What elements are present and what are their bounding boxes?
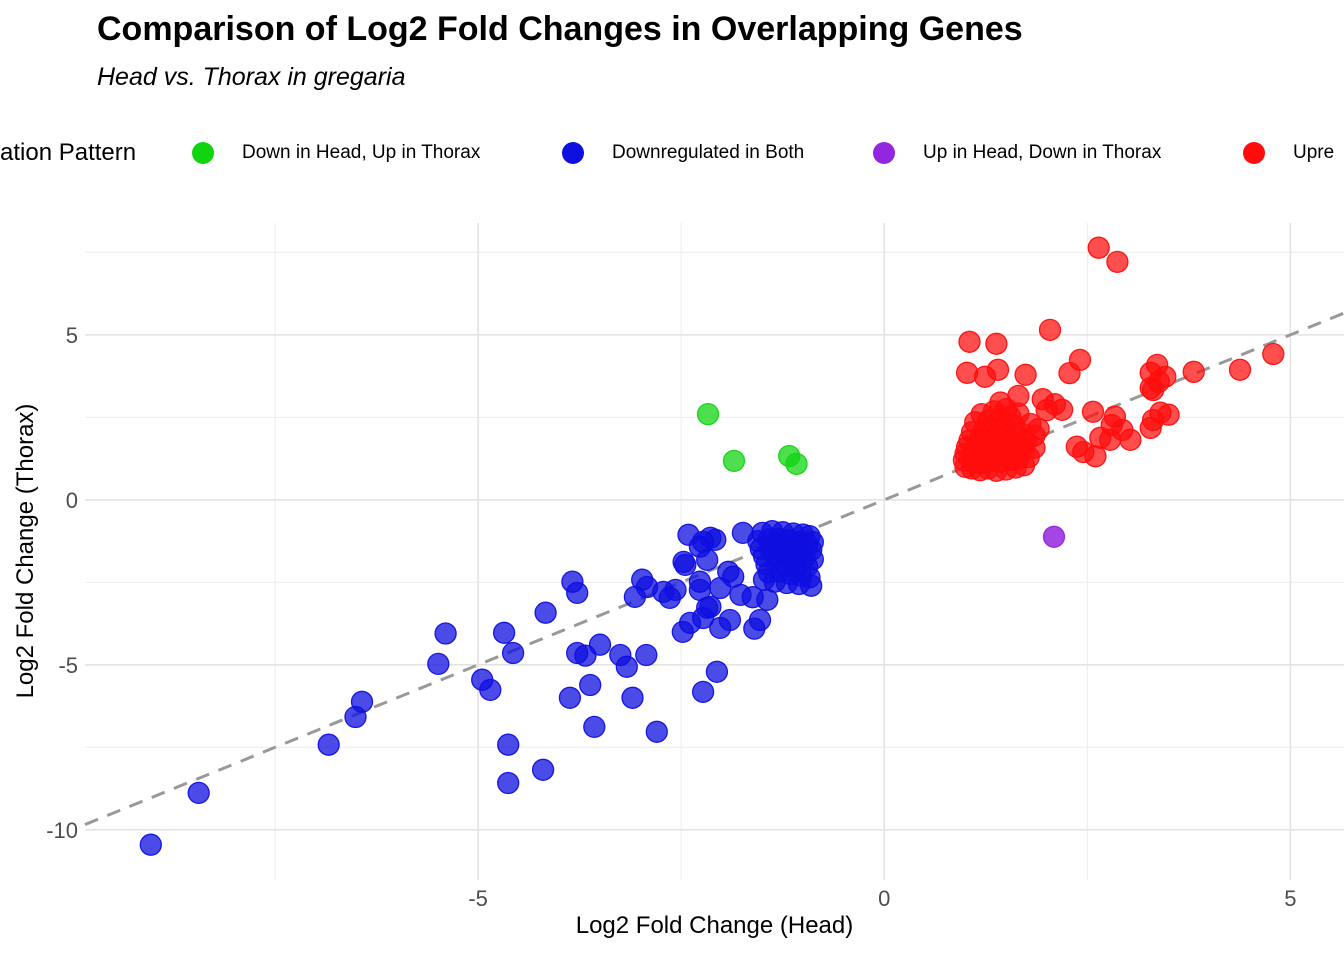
data-point: [985, 332, 1008, 355]
y-tick-label: -5: [58, 653, 78, 678]
data-point: [1228, 358, 1252, 381]
x-tick-label: -5: [468, 886, 488, 911]
data-point: [1141, 378, 1165, 402]
data-point: [748, 608, 772, 632]
data-point: [492, 621, 516, 644]
data-point: [1023, 424, 1046, 447]
legend-item-label: Downregulated in Both: [612, 142, 805, 163]
data-point: [1119, 428, 1142, 451]
data-point: [696, 548, 719, 572]
data-point: [615, 655, 638, 678]
legend: ation Pattern Down in Head, Up in Thorax…: [0, 133, 1344, 173]
data-point: [800, 574, 823, 597]
data-point: [501, 641, 525, 665]
data-point: [1084, 445, 1107, 468]
legend-item-up-head-down-thorax: Up in Head, Down in Thorax: [873, 133, 1161, 173]
data-point: [583, 715, 606, 739]
chart-subtitle: Head vs. Thorax in gregaria: [97, 63, 406, 91]
series-red: [952, 236, 1285, 482]
identity-dashed-line: [84, 311, 1344, 826]
data-point: [1098, 428, 1122, 451]
data-point: [566, 581, 589, 605]
series-blue: [139, 520, 824, 856]
data-point: [704, 528, 727, 551]
data-point: [1139, 416, 1162, 440]
data-point: [1081, 400, 1105, 423]
data-point: [1042, 525, 1066, 548]
data-point: [497, 771, 520, 795]
chart-title: Comparison of Log2 Fold Changes in Overl…: [97, 10, 1023, 48]
data-point: [705, 660, 729, 683]
blue-dot-icon: [562, 142, 584, 164]
data-point: [579, 673, 602, 697]
data-point: [691, 606, 715, 630]
data-point: [531, 758, 555, 781]
green-dot-icon: [192, 142, 214, 164]
legend-item-label: Down in Head, Up in Thorax: [242, 142, 481, 163]
data-point: [635, 643, 658, 667]
data-point: [1087, 236, 1110, 259]
data-point: [691, 680, 715, 704]
data-point: [434, 622, 457, 645]
data-point: [986, 358, 1010, 381]
data-point: [1014, 363, 1037, 386]
data-point: [658, 586, 681, 610]
y-tick-label: 5: [66, 323, 78, 348]
data-point: [479, 678, 502, 702]
data-point: [187, 781, 210, 805]
data-point: [1038, 318, 1062, 342]
data-point: [588, 633, 612, 656]
data-point: [752, 568, 776, 591]
legend-title: ation Pattern: [0, 139, 137, 166]
legend-item-label: Up in Head, Down in Thorax: [923, 142, 1162, 163]
data-point: [696, 402, 720, 426]
data-point: [1182, 360, 1205, 383]
data-point: [139, 833, 162, 856]
data-point: [1106, 250, 1129, 274]
data-point: [672, 550, 695, 574]
data-point: [688, 578, 712, 602]
data-point: [785, 452, 808, 476]
legend-item-downregulated-both: Downregulated in Both: [562, 133, 804, 173]
data-point: [621, 686, 644, 709]
series-green: [696, 402, 808, 476]
data-point: [958, 330, 981, 353]
data-point: [623, 585, 647, 609]
legend-item-down-head-up-thorax: Down in Head, Up in Thorax: [192, 133, 480, 173]
data-point: [722, 449, 746, 473]
data-point: [350, 690, 374, 713]
data-point: [497, 733, 520, 756]
x-axis-title: Log2 Fold Change (Head): [575, 912, 854, 939]
purple-dot-icon: [873, 142, 895, 164]
x-tick-label: 0: [878, 886, 890, 911]
red-dot-icon: [1243, 142, 1265, 164]
legend-item-label: Upre: [1293, 142, 1335, 163]
data-point: [645, 720, 668, 743]
data-point: [741, 586, 764, 609]
data-point: [427, 652, 450, 676]
legend-item-upregulated-both: Upre: [1243, 133, 1334, 173]
y-tick-label: 0: [66, 488, 78, 513]
x-tick-label: 5: [1284, 886, 1296, 911]
y-tick-label: -10: [46, 818, 78, 843]
data-point: [558, 686, 582, 709]
data-point: [1058, 361, 1081, 385]
data-point: [722, 565, 745, 588]
series-purple: [1042, 525, 1066, 548]
data-point: [1262, 342, 1285, 366]
y-axis-title: Log2 Fold Change (Thorax): [12, 403, 39, 699]
data-point: [534, 601, 557, 624]
data-point: [1035, 398, 1058, 422]
gridlines-major: [85, 223, 1344, 880]
data-point: [718, 608, 742, 632]
data-point: [317, 733, 340, 756]
